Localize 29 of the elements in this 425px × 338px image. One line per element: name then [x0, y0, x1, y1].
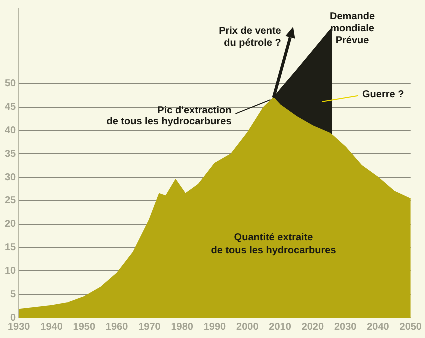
y-tick-label: 25 — [5, 196, 17, 207]
x-tick-label: 2030 — [334, 322, 358, 333]
y-tick-label: 40 — [5, 125, 17, 136]
x-tick-label: 2040 — [367, 322, 390, 333]
x-tick-label: 2050 — [400, 322, 422, 333]
y-tick-label: 50 — [5, 78, 17, 90]
y-tick-label: 30 — [5, 172, 17, 184]
x-tick-label: 2000 — [236, 322, 260, 333]
y-tick-label: 0 — [10, 312, 17, 324]
annotation: Pic d'extraction de tous les hydrocarbures — [106, 106, 232, 128]
y-tick-label: 35 — [5, 148, 17, 160]
y-tick-label: 45 — [5, 102, 17, 114]
y-tick-label: 5 — [10, 289, 17, 300]
x-tick-label: 2020 — [302, 322, 324, 333]
annotation: Demande mondiale Prévue — [330, 11, 376, 46]
annotation: Prix de vente du pétrole ? — [219, 26, 282, 49]
annotation: Guerre ? — [362, 90, 404, 101]
x-tick-label: 1950 — [73, 322, 96, 333]
annotation: Quantité extraite de tous les hydrocarbures — [211, 232, 337, 256]
x-tick-label: 1960 — [106, 322, 129, 333]
y-tick-label: 20 — [5, 219, 17, 230]
x-tick-label: 1980 — [171, 322, 194, 333]
x-tick-label: 1990 — [204, 322, 227, 333]
x-tick-label: 2010 — [269, 322, 292, 333]
x-tick-label: 1930 — [8, 322, 31, 333]
x-tick-label: 1940 — [40, 322, 64, 333]
y-tick-label: 10 — [5, 266, 17, 277]
y-tick-label: 15 — [5, 242, 17, 254]
x-tick-label: 1970 — [138, 322, 162, 333]
